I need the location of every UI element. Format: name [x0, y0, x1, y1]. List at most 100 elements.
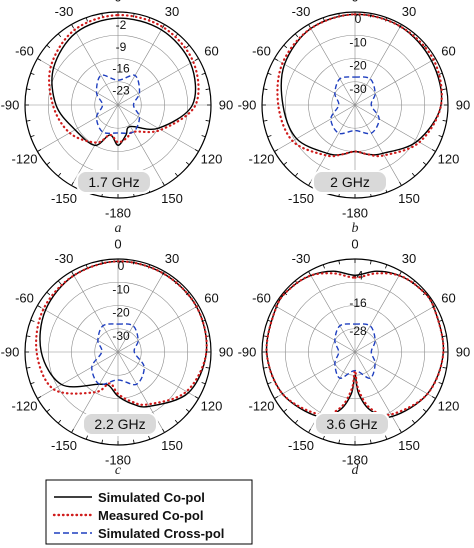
grid-spoke — [354, 351, 436, 399]
ring-tick — [26, 120, 31, 122]
angle-tick-label: -180 — [105, 206, 131, 221]
series-curve — [51, 17, 197, 146]
ring-tick — [438, 382, 443, 385]
angle-tick-label: 120 — [438, 399, 460, 414]
angle-tick-label: -150 — [288, 438, 314, 453]
ring-tick — [162, 428, 165, 433]
grid-spoke — [354, 351, 402, 433]
ring-tick — [162, 181, 165, 186]
frequency-badge-label: 3.6 GHz — [326, 416, 377, 432]
series-curve — [91, 323, 145, 386]
ring-tick — [322, 435, 325, 440]
ring-tick — [201, 72, 206, 75]
ring-tick — [431, 149, 436, 152]
ring-tick — [30, 72, 35, 75]
grid-spoke — [37, 305, 119, 353]
radial-tick-label: -10 — [112, 282, 130, 296]
radial-tick-label: 0 — [118, 259, 125, 273]
angle-tick-label: -30 — [292, 251, 311, 266]
grid-spoke — [117, 351, 199, 399]
ring-tick — [263, 367, 268, 369]
ring-tick — [57, 419, 62, 424]
legend-label: Simulated Co-pol — [98, 490, 205, 505]
ring-tick — [71, 271, 74, 276]
ring-tick — [194, 149, 199, 152]
angle-tick-label: -120 — [248, 152, 274, 167]
series-curve — [330, 76, 380, 135]
ring-tick — [71, 24, 74, 29]
grid-spoke — [354, 58, 436, 106]
ring-tick — [133, 13, 135, 18]
angle-tick-label: 90 — [219, 98, 233, 113]
ring-tick — [263, 120, 268, 122]
grid-spoke — [308, 271, 356, 353]
grid-spoke — [37, 104, 119, 152]
ring-tick — [438, 135, 443, 138]
angle-tick-label: -180 — [105, 453, 131, 468]
angle-tick-label: -180 — [342, 453, 368, 468]
ring-tick — [57, 280, 62, 285]
grid-spoke — [117, 305, 199, 353]
series-curve — [95, 74, 141, 135]
ring-tick — [385, 264, 388, 269]
ring-tick — [30, 319, 35, 322]
ring-tick — [46, 291, 51, 296]
ring-tick — [201, 382, 206, 385]
angle-tick-label: -180 — [342, 206, 368, 221]
ring-tick — [399, 428, 402, 433]
ring-tick — [194, 396, 199, 399]
frequency-badge-label: 2 GHz — [330, 174, 370, 190]
grid-spoke — [71, 271, 119, 353]
ring-tick — [431, 396, 436, 399]
angle-tick-label: 30 — [165, 4, 179, 19]
angle-tick-label: 0 — [351, 237, 358, 252]
angle-tick-label: -90 — [238, 98, 257, 113]
ring-tick — [46, 44, 51, 49]
radial-tick-label: -30 — [112, 329, 130, 343]
ring-tick — [174, 172, 179, 177]
grid-spoke — [354, 271, 402, 353]
ring-tick — [422, 408, 427, 413]
ring-tick — [201, 135, 206, 138]
ring-tick — [274, 396, 279, 399]
ring-tick — [438, 72, 443, 75]
ring-tick — [57, 33, 62, 38]
angle-tick-label: -60 — [252, 44, 271, 59]
frequency-badge — [312, 170, 388, 194]
ring-tick — [37, 396, 42, 399]
ring-tick — [148, 435, 151, 440]
grid-spoke — [117, 104, 165, 186]
ring-tick — [442, 335, 447, 337]
angle-tick-label: -60 — [15, 44, 34, 59]
angle-tick-label: 60 — [204, 44, 218, 59]
ring-tick — [85, 17, 88, 22]
radial-tick-label: -9 — [116, 40, 127, 54]
ring-tick — [294, 33, 299, 38]
ring-tick — [399, 271, 402, 276]
angle-tick-label: -90 — [1, 345, 20, 360]
legend: Simulated Co-pol Measured Co-pol Simulated… — [45, 479, 253, 545]
ring-tick — [294, 172, 299, 177]
radial-tick-label: -16 — [112, 62, 130, 76]
ring-tick — [411, 419, 416, 424]
ring-tick — [185, 161, 190, 166]
angle-tick-label: -120 — [11, 152, 37, 167]
angle-tick-label: -150 — [51, 438, 77, 453]
frequency-badge — [76, 170, 152, 194]
ring-tick — [399, 181, 402, 186]
radial-tick-label: -28 — [349, 324, 367, 338]
angle-tick-label: 60 — [441, 291, 455, 306]
ring-tick — [267, 135, 272, 138]
ring-tick — [442, 120, 447, 122]
angle-tick-label: 150 — [161, 191, 183, 206]
series-curve — [334, 323, 376, 379]
ring-tick — [71, 428, 74, 433]
angle-tick-label: 120 — [201, 399, 223, 414]
grid-spoke — [117, 24, 165, 106]
grid-spoke — [117, 58, 199, 106]
grid-spoke — [274, 305, 356, 353]
ring-tick — [46, 161, 51, 166]
ring-tick — [263, 335, 268, 337]
frequency-badge — [82, 412, 158, 436]
ring-tick — [294, 419, 299, 424]
